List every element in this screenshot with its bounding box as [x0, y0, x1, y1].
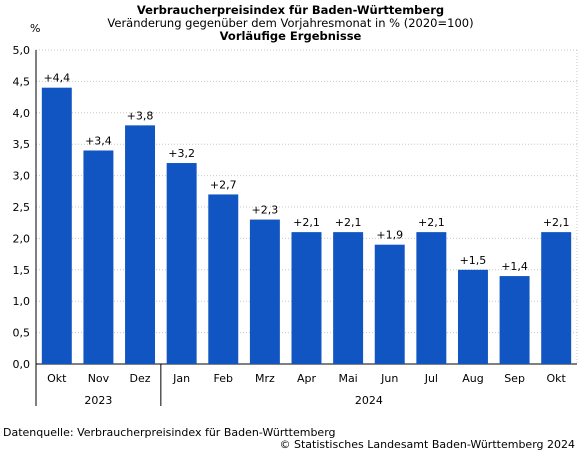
y-tick-label: 1,0	[13, 295, 31, 308]
x-tick-label: Mai	[338, 372, 357, 385]
y-tick-label: 4,0	[13, 107, 31, 120]
x-tick-label: Sep	[504, 372, 525, 385]
data-label: +2,7	[210, 178, 237, 191]
bar	[291, 232, 322, 364]
y-tick-label: 3,0	[13, 170, 31, 183]
bar	[457, 269, 488, 364]
bar	[83, 150, 114, 364]
data-label: +2,1	[543, 216, 570, 229]
data-label: +1,5	[460, 254, 487, 267]
bar	[541, 232, 572, 364]
bar	[208, 194, 239, 364]
year-label: 2024	[355, 394, 383, 407]
x-tick-label: Dez	[130, 372, 151, 385]
y-tick-label: 3,5	[13, 138, 31, 151]
bar-chart: 0,0 0,5 1,0 1,5 2,0 2,5 3,0 3,5 4,0 4,5 5,0 +4,4 Okt…	[13, 44, 578, 407]
copyright-note: © Statistisches Landesamt Baden-Württemb…	[279, 438, 575, 451]
data-label: +2,1	[335, 216, 362, 229]
bar	[499, 276, 530, 364]
data-label: +2,1	[293, 216, 320, 229]
data-label: +3,8	[127, 109, 154, 122]
x-tick-label: Jan	[172, 372, 190, 385]
bar	[333, 232, 364, 364]
y-axis-unit: %	[30, 22, 41, 35]
x-tick-label: Aug	[462, 372, 483, 385]
chart-subtitle-preliminary: Vorläufige Ergebnisse	[219, 29, 362, 43]
bar	[416, 232, 447, 364]
data-label: +1,4	[501, 260, 528, 273]
year-label: 2023	[84, 394, 112, 407]
x-tick-label: Okt	[47, 372, 67, 385]
x-tick-label: Mrz	[255, 372, 275, 385]
x-tick-label: Nov	[88, 372, 110, 385]
y-tick-label: 1,5	[13, 264, 31, 277]
data-label: +2,3	[252, 204, 279, 217]
x-tick-label: Feb	[214, 372, 233, 385]
y-tick-label: 2,0	[13, 232, 31, 245]
chart-subtitle: Veränderung gegenüber dem Vorjahresmonat…	[107, 16, 474, 30]
data-label: +3,4	[85, 134, 112, 147]
bar	[166, 163, 197, 364]
bar	[125, 125, 156, 364]
x-tick-label: Jul	[424, 372, 438, 385]
bar	[374, 244, 405, 364]
data-label: +1,9	[376, 229, 403, 242]
x-tick-label: Jun	[380, 372, 398, 385]
data-label: +3,2	[168, 147, 195, 160]
bar	[249, 219, 280, 364]
x-tick-label: Okt	[547, 372, 567, 385]
y-tick-label: 4,5	[13, 75, 31, 88]
data-label: +4,4	[43, 72, 70, 85]
chart-title: Verbraucherpreisindex für Baden-Württemb…	[136, 3, 445, 17]
bar	[41, 87, 72, 365]
data-label: +2,1	[418, 216, 445, 229]
y-tick-label: 2,5	[13, 201, 31, 214]
data-source-note: Datenquelle: Verbraucherpreisindex für B…	[3, 426, 336, 439]
x-tick-label: Apr	[297, 372, 317, 385]
y-tick-label: 0,0	[13, 358, 31, 371]
y-tick-label: 0,5	[13, 327, 31, 340]
y-tick-label: 5,0	[13, 44, 31, 57]
chart-title-block: Verbraucherpreisindex für Baden-Württemb…	[0, 4, 581, 43]
